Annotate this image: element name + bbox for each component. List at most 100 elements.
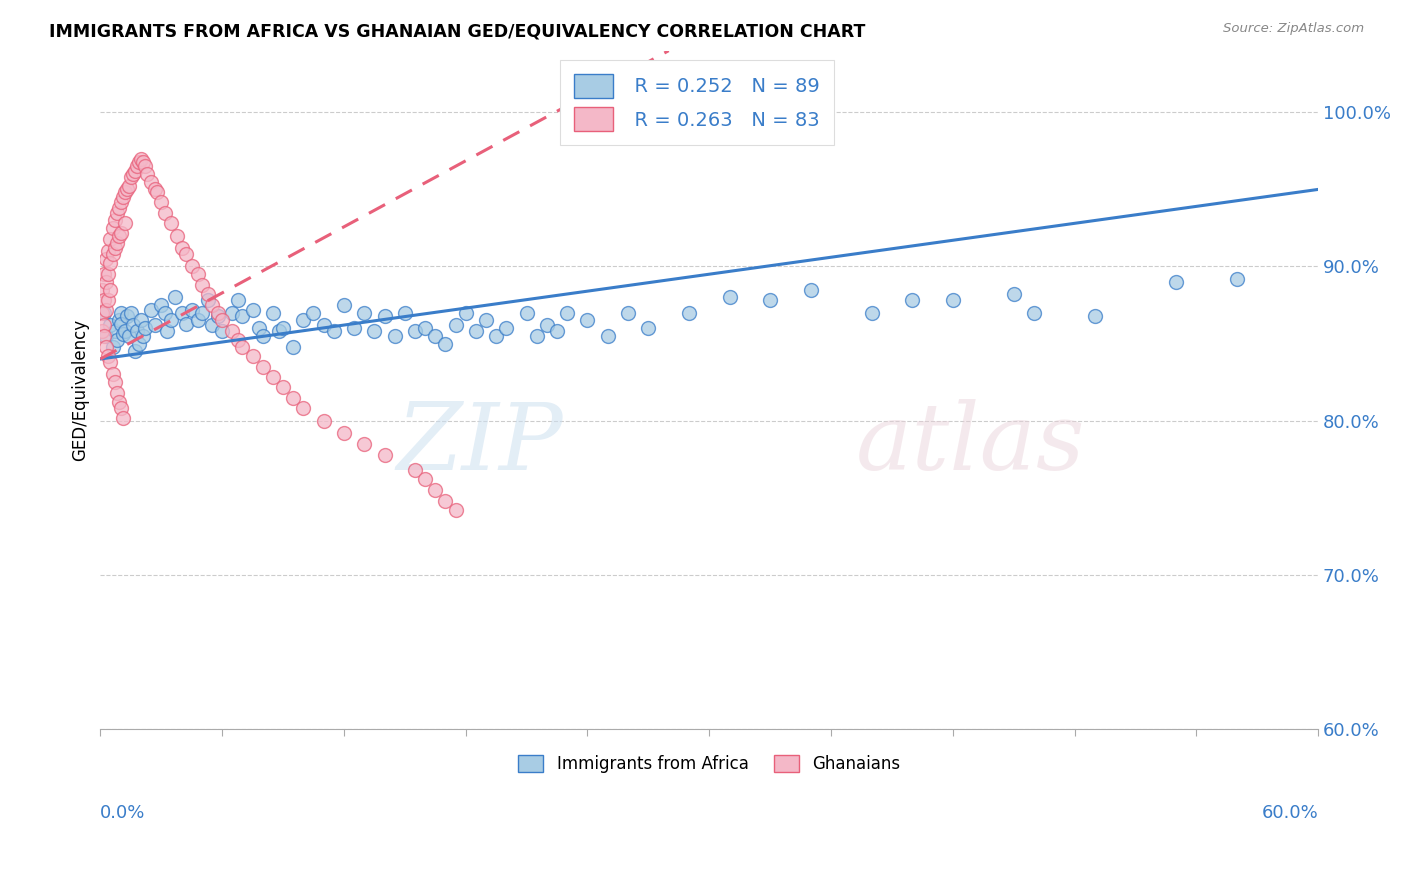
- Point: [110, 226, 132, 240]
- Point: [221, 324, 243, 338]
- Text: ZIP: ZIP: [396, 399, 564, 489]
- Point: [146, 186, 169, 200]
- Point: [536, 318, 558, 332]
- Point: [207, 309, 229, 323]
- Point: [262, 306, 284, 320]
- Point: [96, 252, 118, 266]
- Point: [114, 216, 136, 230]
- Y-axis label: GED/Equivalency: GED/Equivalency: [72, 318, 89, 461]
- Point: [187, 267, 209, 281]
- Point: [105, 205, 128, 219]
- Point: [1164, 275, 1187, 289]
- Point: [637, 321, 659, 335]
- Point: [384, 329, 406, 343]
- Point: [139, 302, 162, 317]
- Point: [373, 309, 395, 323]
- Point: [444, 318, 467, 332]
- Point: [134, 321, 156, 335]
- Point: [901, 293, 924, 308]
- Point: [860, 306, 883, 320]
- Point: [434, 493, 457, 508]
- Point: [596, 329, 619, 343]
- Point: [103, 241, 125, 255]
- Point: [271, 380, 294, 394]
- Point: [118, 329, 141, 343]
- Point: [134, 159, 156, 173]
- Point: [111, 327, 134, 342]
- Point: [201, 318, 224, 332]
- Point: [221, 306, 243, 320]
- Point: [283, 391, 305, 405]
- Point: [96, 275, 118, 289]
- Point: [718, 290, 741, 304]
- Point: [111, 190, 134, 204]
- Point: [252, 359, 274, 374]
- Point: [114, 324, 136, 338]
- Point: [425, 483, 447, 497]
- Point: [100, 355, 122, 369]
- Point: [91, 283, 114, 297]
- Point: [150, 298, 173, 312]
- Point: [105, 385, 128, 400]
- Point: [1226, 272, 1249, 286]
- Point: [759, 293, 782, 308]
- Point: [312, 414, 335, 428]
- Point: [353, 306, 375, 320]
- Point: [201, 298, 224, 312]
- Point: [343, 321, 366, 335]
- Point: [110, 194, 132, 209]
- Point: [413, 321, 436, 335]
- Point: [156, 324, 179, 338]
- Point: [546, 324, 568, 338]
- Point: [292, 313, 315, 327]
- Point: [129, 313, 152, 327]
- Point: [271, 321, 294, 335]
- Point: [93, 293, 115, 308]
- Point: [96, 329, 118, 343]
- Point: [105, 236, 128, 251]
- Point: [107, 201, 129, 215]
- Point: [516, 306, 538, 320]
- Point: [115, 309, 138, 323]
- Point: [107, 228, 129, 243]
- Point: [211, 324, 233, 338]
- Point: [107, 313, 129, 327]
- Point: [363, 324, 385, 338]
- Point: [121, 167, 143, 181]
- Point: [404, 324, 426, 338]
- Point: [124, 164, 146, 178]
- Point: [231, 340, 253, 354]
- Legend: Immigrants from Africa, Ghanaians: Immigrants from Africa, Ghanaians: [510, 747, 908, 781]
- Point: [283, 340, 305, 354]
- Point: [1084, 309, 1107, 323]
- Point: [97, 293, 120, 308]
- Point: [942, 293, 965, 308]
- Point: [132, 329, 155, 343]
- Point: [96, 302, 118, 317]
- Point: [180, 260, 202, 274]
- Text: Source: ZipAtlas.com: Source: ZipAtlas.com: [1223, 22, 1364, 36]
- Point: [93, 318, 115, 332]
- Point: [129, 152, 152, 166]
- Point: [485, 329, 508, 343]
- Point: [105, 334, 128, 348]
- Point: [136, 167, 159, 181]
- Point: [150, 194, 173, 209]
- Point: [454, 306, 477, 320]
- Point: [333, 425, 356, 440]
- Point: [267, 324, 290, 338]
- Point: [1022, 306, 1045, 320]
- Text: IMMIGRANTS FROM AFRICA VS GHANAIAN GED/EQUIVALENCY CORRELATION CHART: IMMIGRANTS FROM AFRICA VS GHANAIAN GED/E…: [49, 22, 866, 40]
- Point: [143, 182, 166, 196]
- Point: [101, 247, 124, 261]
- Point: [118, 179, 141, 194]
- Point: [576, 313, 599, 327]
- Point: [394, 306, 416, 320]
- Point: [228, 293, 250, 308]
- Point: [160, 313, 183, 327]
- Point: [93, 306, 115, 320]
- Point: [404, 463, 426, 477]
- Point: [155, 205, 177, 219]
- Point: [128, 336, 150, 351]
- Point: [434, 336, 457, 351]
